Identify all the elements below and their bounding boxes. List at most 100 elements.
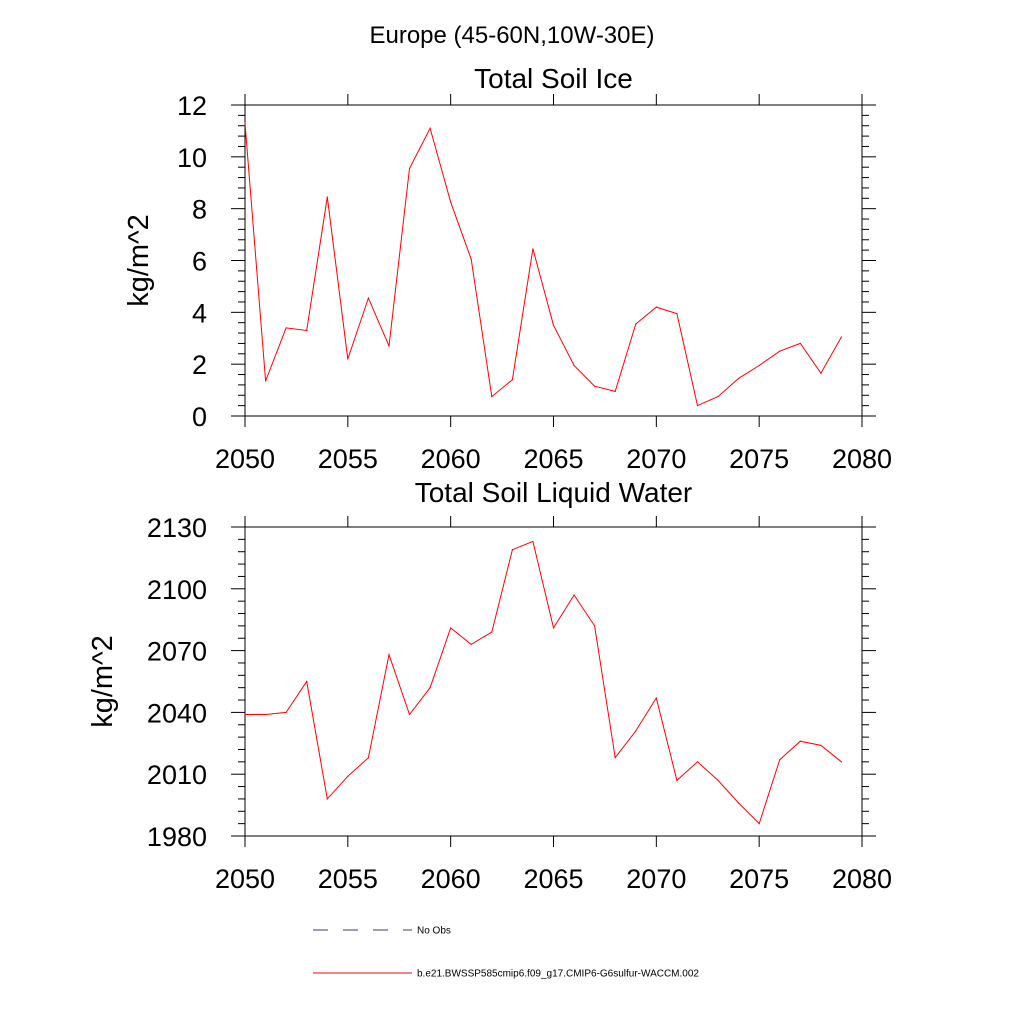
data-point xyxy=(676,313,678,315)
data-point xyxy=(367,297,369,299)
y-tick-label: 4 xyxy=(192,298,207,328)
data-point xyxy=(388,345,390,347)
data-point xyxy=(491,395,493,398)
data-point xyxy=(676,779,678,781)
legend-label: b.e21.BWSSP585cmip6.f09_g17.CMIP6-G6sulf… xyxy=(417,969,699,980)
data-point xyxy=(799,740,801,742)
x-tick-label: 2080 xyxy=(832,444,892,474)
y-tick-label: 12 xyxy=(177,91,207,121)
y-tick-label: 2100 xyxy=(147,575,207,605)
data-point xyxy=(573,364,575,367)
x-tick-label: 2055 xyxy=(318,864,378,894)
plot-title: Total Soil Liquid Water xyxy=(415,477,693,508)
y-tick-label: 0 xyxy=(192,402,207,432)
y-tick-label: 1980 xyxy=(147,822,207,852)
data-point xyxy=(840,761,843,763)
data-point xyxy=(552,324,555,326)
x-tick-label: 2050 xyxy=(215,444,275,474)
data-point xyxy=(511,549,513,551)
data-point xyxy=(758,823,760,825)
legend: No Obs b.e21.BWSSP585cmip6.f09_g17.CMIP6-… xyxy=(313,926,699,980)
data-point xyxy=(738,377,740,380)
data-point xyxy=(717,395,719,398)
y-tick-label: 8 xyxy=(192,195,207,225)
y-tick-label: 2040 xyxy=(147,698,207,728)
y-tick-label: 10 xyxy=(177,143,207,173)
x-tick-label: 2060 xyxy=(421,864,481,894)
data-point xyxy=(655,306,657,308)
y-tick-label: 6 xyxy=(192,247,207,277)
data-point xyxy=(594,625,596,627)
data-point xyxy=(696,761,699,763)
data-point xyxy=(696,405,699,407)
data-point xyxy=(367,757,369,759)
x-tick-label: 2050 xyxy=(215,864,275,894)
y-tick-label: 2070 xyxy=(147,637,207,667)
data-point xyxy=(326,798,328,800)
data-point xyxy=(779,759,781,761)
data-point xyxy=(511,379,513,381)
plot-frame xyxy=(244,104,863,417)
data-point xyxy=(429,687,431,689)
data-point xyxy=(285,327,287,329)
data-point xyxy=(244,713,246,716)
plot-1: Total Soil Ice kg/m^2 2050 2055 2060 2065 2070… xyxy=(123,63,892,474)
x-tick-label: 2055 xyxy=(318,444,378,474)
x-tick-label: 2070 xyxy=(626,864,686,894)
plots-group: Total Soil Ice kg/m^2 2050 2055 2060 2065 2070… xyxy=(87,63,892,894)
data-point xyxy=(285,711,287,714)
series-line xyxy=(244,123,842,407)
data-point xyxy=(635,323,637,325)
data-point xyxy=(614,390,616,392)
y-axis-label: kg/m^2 xyxy=(123,214,155,307)
data-point xyxy=(408,713,411,716)
plot-frame xyxy=(244,526,863,837)
x-tick-label: 2075 xyxy=(729,444,789,474)
data-point xyxy=(326,196,328,198)
x-tick-label: 2070 xyxy=(626,444,686,474)
super-title: Europe (45-60N,10W-30E) xyxy=(369,22,654,49)
data-point xyxy=(820,372,822,374)
data-point xyxy=(840,336,843,338)
data-point xyxy=(408,167,411,170)
series-line xyxy=(245,540,842,825)
data-point xyxy=(573,594,575,596)
data-point xyxy=(779,350,781,352)
data-point xyxy=(738,802,740,804)
legend-label: No Obs xyxy=(417,926,451,937)
y-tick-label: 2010 xyxy=(147,760,207,790)
y-tick-label: 2 xyxy=(192,350,207,380)
y-tick-label: 2130 xyxy=(147,513,207,543)
data-point xyxy=(306,680,308,683)
data-point xyxy=(594,385,596,387)
data-point xyxy=(717,779,719,781)
data-point xyxy=(470,258,472,260)
data-point xyxy=(388,654,390,656)
legend-item: No Obs xyxy=(313,926,451,937)
data-point xyxy=(450,201,452,203)
data-point xyxy=(264,713,267,716)
data-point xyxy=(532,248,534,250)
data-point xyxy=(347,358,349,360)
data-point xyxy=(491,631,493,633)
data-point xyxy=(306,329,308,332)
data-point xyxy=(264,380,267,382)
plot-2: Total Soil Liquid Water kg/m^2 2050 2055 206… xyxy=(87,477,892,894)
data-point xyxy=(820,744,822,746)
data-point xyxy=(635,730,637,732)
data-point xyxy=(429,127,431,129)
x-tick-label: 2065 xyxy=(523,864,583,894)
data-point xyxy=(552,627,555,629)
legend-item: b.e21.BWSSP585cmip6.f09_g17.CMIP6-G6sulf… xyxy=(313,969,699,980)
x-tick-label: 2065 xyxy=(523,444,583,474)
y-axis-label: kg/m^2 xyxy=(87,635,119,728)
data-point xyxy=(799,342,801,345)
x-tick-label: 2060 xyxy=(421,444,481,474)
x-tick-label: 2075 xyxy=(729,864,789,894)
data-point xyxy=(758,364,760,367)
data-point xyxy=(655,697,657,699)
data-point xyxy=(347,775,349,777)
data-point xyxy=(450,627,452,629)
data-point xyxy=(532,540,534,543)
